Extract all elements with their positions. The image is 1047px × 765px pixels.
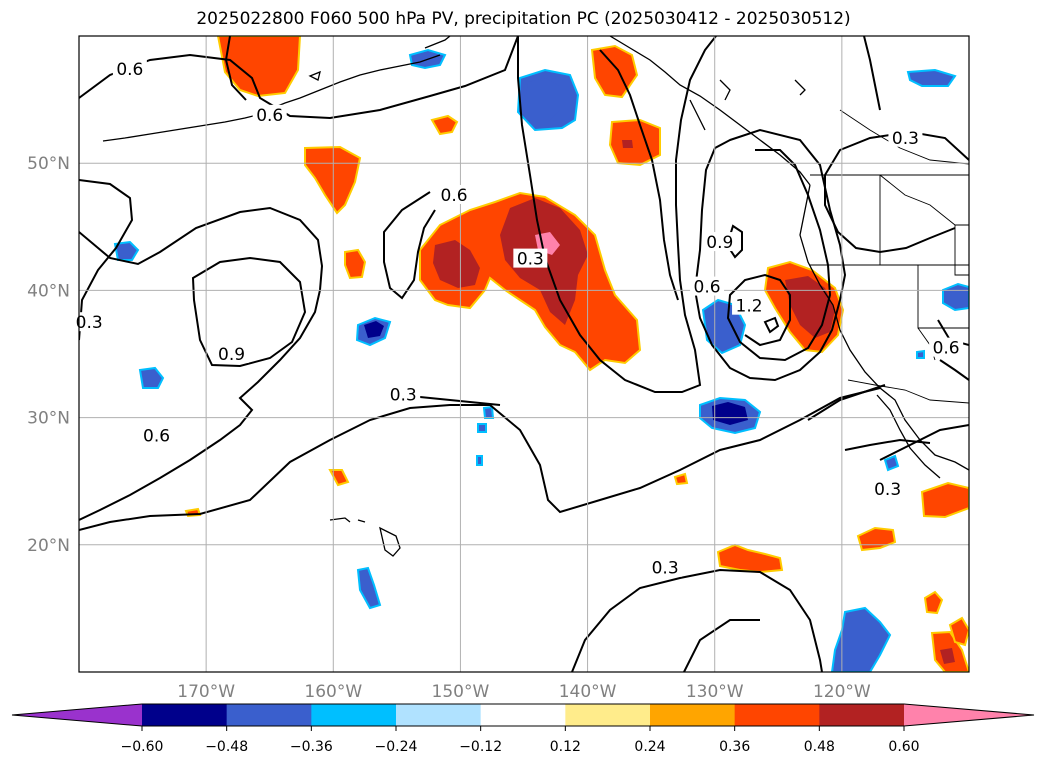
colorbar-tick-label: −0.48 xyxy=(205,739,248,755)
contour-label: 0.3 xyxy=(390,386,417,406)
contour-label-background xyxy=(888,127,923,147)
contour-label: 1.2 xyxy=(736,297,763,317)
colorbar-segment xyxy=(226,704,312,726)
colorbar-segment xyxy=(311,704,397,726)
latitude-label: 40°N xyxy=(27,281,70,301)
map-frame xyxy=(78,35,970,673)
colorbar-segment xyxy=(904,704,1034,726)
map-plot-area xyxy=(79,36,969,672)
contour-label: 0.6 xyxy=(256,106,283,126)
contour-label-background xyxy=(702,232,737,252)
contour-label-background xyxy=(690,276,725,296)
contour-label-background xyxy=(386,384,421,404)
contour-label-background xyxy=(112,59,147,79)
contour-label: 0.3 xyxy=(517,250,544,270)
colorbar-tick-label: −0.36 xyxy=(290,739,333,755)
latitude-label: 50°N xyxy=(27,154,70,174)
latitude-label: 20°N xyxy=(27,536,70,556)
contour-label-background xyxy=(139,425,174,445)
precip-positive-shading xyxy=(184,36,969,672)
contour-label-background xyxy=(437,185,472,204)
colorbar-segment xyxy=(12,704,142,726)
contour-label-background xyxy=(252,104,287,124)
colorbar-tick-label: −0.12 xyxy=(459,739,502,755)
colorbar-tick-label: 0.24 xyxy=(634,739,665,755)
contour-label: 0.6 xyxy=(116,60,143,80)
longitude-label: 170°W xyxy=(177,682,235,702)
contour-label: 0.3 xyxy=(76,313,103,333)
longitude-label: 120°W xyxy=(813,682,871,702)
pv-contours xyxy=(79,36,969,672)
political-borders xyxy=(810,109,969,404)
contour-label: 0.6 xyxy=(143,426,170,446)
contour-label-background xyxy=(513,248,548,268)
colorbar-tick-label: −0.60 xyxy=(121,739,164,755)
contour-label: 0.3 xyxy=(874,480,901,500)
contour-label-background xyxy=(929,337,964,357)
pv-contour-labels: 0.6 0.6 0.3 0.6 0.3 0.9 0.6 1.2 0.3 0.9 0.6 0.3 0.6 0… xyxy=(72,59,964,579)
latitude-label: 30°N xyxy=(27,409,70,429)
contour-label: 0.3 xyxy=(652,559,679,579)
contour-label-background xyxy=(648,557,683,577)
colorbar-segment xyxy=(734,704,820,726)
precip-strong-negative-shading xyxy=(364,78,748,425)
colorbar-segment xyxy=(565,704,651,726)
coastlines xyxy=(102,36,969,557)
colorbar: −0.60 −0.48 −0.36 −0.24 −0.12 0.12 0.24 0.36 0.4… xyxy=(11,703,1035,755)
contour-label: 0.6 xyxy=(933,339,960,359)
colorbar-segment xyxy=(650,704,736,726)
longitude-label: 160°W xyxy=(304,682,362,702)
contour-label: 0.9 xyxy=(218,345,245,365)
colorbar-tick-label: 0.12 xyxy=(550,739,581,755)
map-gridlines xyxy=(79,36,969,672)
contour-label-background xyxy=(732,295,767,315)
contour-label-background xyxy=(214,344,249,363)
map-title: 2025022800 F060 500 hPa PV, precipitatio… xyxy=(196,9,851,29)
colorbar-segment xyxy=(480,704,566,726)
contour-label: 0.6 xyxy=(441,186,468,206)
colorbar-tick-label: 0.48 xyxy=(804,739,835,755)
longitude-labels: 170°W 160°W 150°W 140°W 130°W 120°W xyxy=(177,682,871,702)
contour-label: 0.6 xyxy=(694,278,721,298)
colorbar-segment xyxy=(142,704,228,726)
contour-label-background xyxy=(870,478,905,498)
longitude-label: 150°W xyxy=(432,682,490,702)
longitude-label: 130°W xyxy=(686,682,744,702)
latitude-labels: 20°N 30°N 40°N 50°N xyxy=(27,154,70,556)
colorbar-segment xyxy=(396,704,482,726)
colorbar-tick-label: −0.24 xyxy=(375,739,418,755)
colorbar-tick-label: 0.60 xyxy=(888,739,919,755)
colorbar-tick-label: 0.36 xyxy=(719,739,750,755)
contour-label: 0.9 xyxy=(706,233,733,253)
contour-label-background xyxy=(72,312,107,332)
contour-label: 0.3 xyxy=(892,129,919,149)
colorbar-segment xyxy=(819,704,905,726)
precip-strong-positive-shading xyxy=(433,140,955,664)
longitude-label: 140°W xyxy=(559,682,617,702)
